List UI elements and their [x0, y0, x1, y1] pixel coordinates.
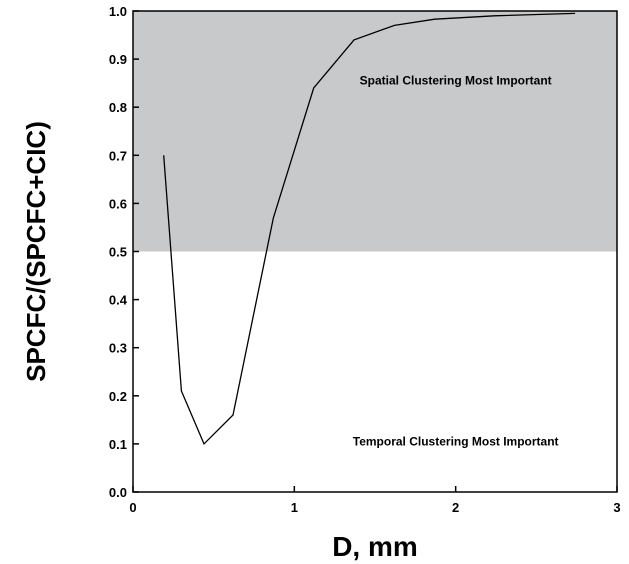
- series-line: [163, 12, 576, 446]
- y-tick-label: 0.4: [109, 293, 128, 308]
- y-axis: 0.0 0.1 0.2 0.3 0.4 0.5 0.6 0.7 0.8 0.9 1.0: [109, 4, 139, 500]
- y-tick-label: 0.3: [109, 341, 127, 356]
- x-axis: 0 1 2 3: [129, 486, 621, 515]
- x-axis-title: D, mm: [332, 531, 418, 562]
- shaded-region: [133, 11, 617, 252]
- y-tick-label: 0.8: [109, 100, 127, 115]
- x-tick-label: 0: [129, 500, 136, 515]
- x-tick-label: 2: [452, 500, 459, 515]
- spatial-annotation: Spatial Clustering Most Important: [360, 74, 552, 88]
- temporal-annotation: Temporal Clustering Most Important: [353, 434, 559, 448]
- x-tick-label: 3: [613, 500, 620, 515]
- y-tick-label: 0.1: [109, 437, 127, 452]
- y-tick-label: 0.2: [109, 389, 127, 404]
- x-tick-label: 1: [291, 500, 298, 515]
- y-axis-title: SPCFC/(SPCFC+CIC): [21, 121, 51, 382]
- y-tick-label: 0.9: [109, 52, 127, 67]
- y-tick-label: 0.0: [109, 485, 127, 500]
- y-tick-label: 0.6: [109, 196, 127, 211]
- y-tick-label: 1.0: [109, 4, 127, 19]
- y-tick-label: 0.7: [109, 148, 127, 163]
- y-tick-label: 0.5: [109, 245, 127, 260]
